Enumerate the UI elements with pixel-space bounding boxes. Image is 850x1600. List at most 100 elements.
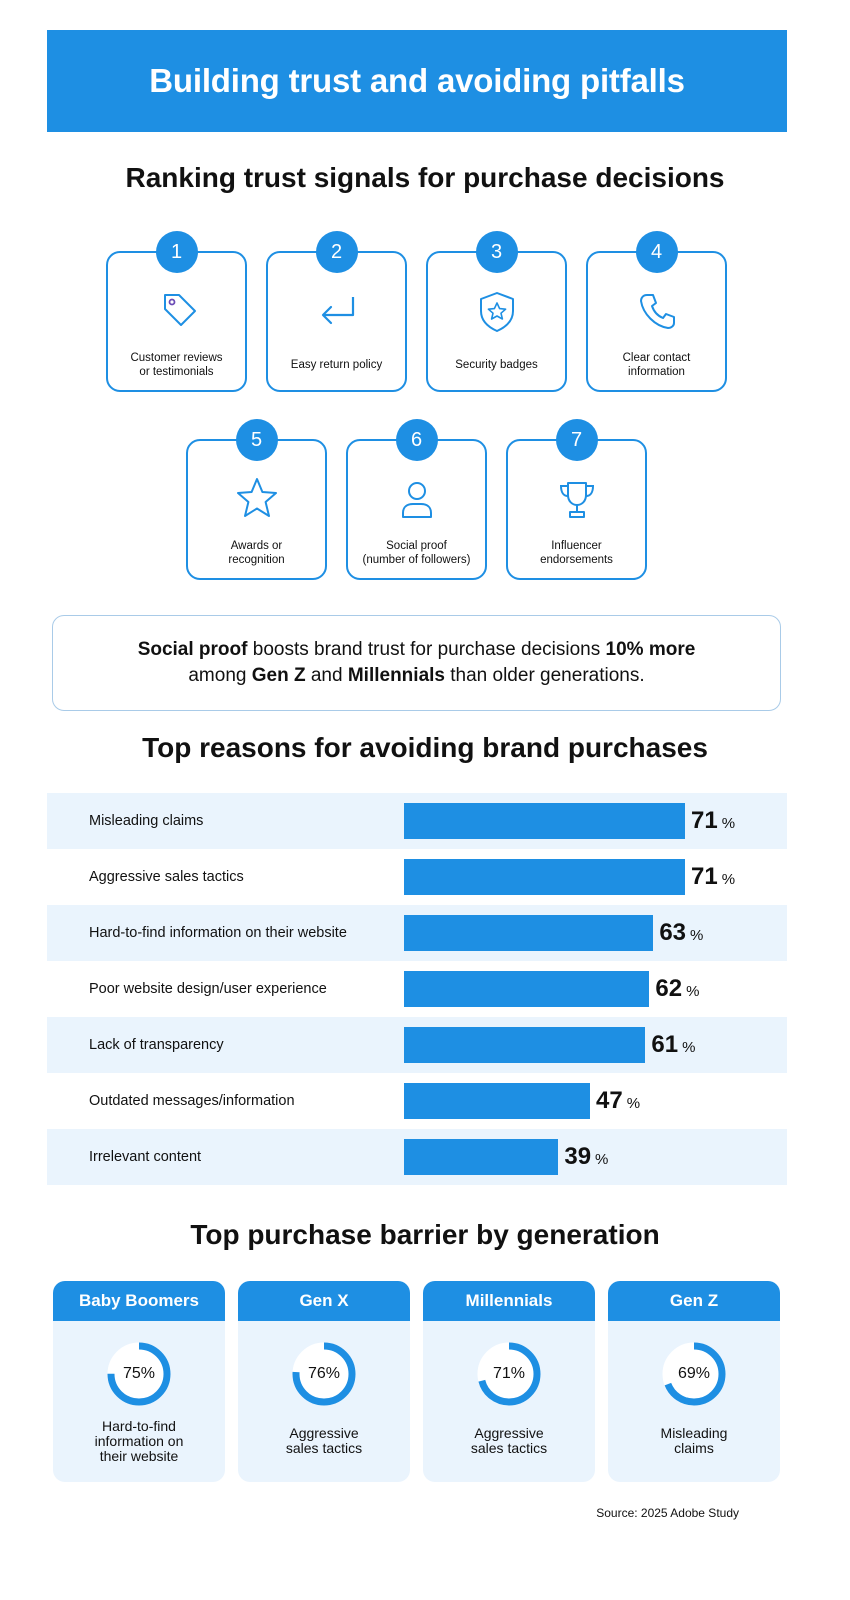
barrier-label: Aggressive sales tactics <box>470 1425 548 1456</box>
return-arrow-icon <box>313 287 361 335</box>
rank-badge: 2 <box>315 231 358 273</box>
bar-category-label: Outdated messages/information <box>89 1093 295 1109</box>
bar-row: Aggressive sales tactics 71% <box>47 849 787 905</box>
bar <box>404 859 685 895</box>
generation-name: Millennials <box>423 1281 595 1321</box>
bar <box>404 915 654 951</box>
rank-badge: 7 <box>555 419 598 461</box>
shield-star-icon <box>473 287 521 335</box>
bar-value-number: 47 <box>596 1087 623 1114</box>
avoidance-bar-chart: Misleading claims 71% Aggressive sales tac… <box>47 793 787 1186</box>
barrier-label: Misleading claims <box>660 1425 728 1456</box>
bar-row: Misleading claims 71% <box>47 793 787 849</box>
donut-arc <box>662 1342 726 1406</box>
page-title: Building trust and avoiding pitfalls <box>149 62 685 99</box>
person-icon <box>393 475 441 523</box>
bar-value-unit: % <box>595 1151 609 1168</box>
bar-value-number: 62 <box>655 975 683 1002</box>
tag-icon <box>153 287 201 335</box>
bar-category-label: Aggressive sales tactics <box>89 869 244 885</box>
bar-value-unit: % <box>626 1095 641 1112</box>
donut-ring: 71% <box>474 1339 544 1409</box>
trust-signal-label: Clear contact information <box>622 352 691 378</box>
bar <box>404 1027 646 1063</box>
callout-line-1: Social proof boosts brand trust for purc… <box>137 639 696 660</box>
trust-signal-label: Influencer endorsements <box>540 540 613 566</box>
donut-ring: 76% <box>289 1339 359 1409</box>
bar-value-unit: % <box>686 983 700 1000</box>
generation-card: Baby Boomers 75% Hard-to-find information … <box>53 1281 225 1482</box>
bar-value-label: 62% <box>655 961 699 1017</box>
trust-signal-card: 2 Easy return policy <box>266 231 407 392</box>
trust-signal-card: 5 Awards or recognition <box>186 419 327 580</box>
bar-value-unit: % <box>682 1039 696 1056</box>
source-note: Source: 2025 Adobe Study <box>596 1506 739 1520</box>
trust-signal-label: Awards or recognition <box>228 540 285 566</box>
bar-value-label: 39% <box>564 1129 608 1185</box>
bar-value-unit: % <box>690 927 704 944</box>
generation-card: Millennials 71% Aggressive sales tactics <box>423 1281 595 1482</box>
bar <box>404 971 650 1007</box>
donut-percent: 71% <box>492 1365 526 1382</box>
bar-value-number: 71 <box>691 863 718 890</box>
bar <box>404 1083 590 1119</box>
trust-signal-card: 6 Social proof (number of followers) <box>346 419 487 580</box>
bar-row: Lack of transparency 61% <box>47 1017 787 1073</box>
bar <box>404 1139 559 1175</box>
generation-name: Gen X <box>238 1281 410 1321</box>
bar-row: Poor website design/user experience 62% <box>47 961 787 1017</box>
bar-category-label: Misleading claims <box>89 813 204 829</box>
trust-signal-card: 7 Influencer endorsements <box>506 419 647 580</box>
bar-value-number: 63 <box>659 919 687 946</box>
trust-signal-label: Customer reviews or testimonials <box>130 352 223 378</box>
trust-signal-card: 1 Customer reviews or testimonials <box>106 231 247 392</box>
generation-title: Top purchase barrier by generation <box>190 1219 660 1250</box>
donut-percent: 75% <box>122 1365 156 1382</box>
bar-category-label: Lack of transparency <box>89 1037 224 1053</box>
generation-card: Gen X 76% Aggressive sales tactics <box>238 1281 410 1482</box>
generation-name: Baby Boomers <box>53 1281 225 1321</box>
bar-value-number: 61 <box>651 1031 679 1058</box>
trophy-icon <box>553 475 601 523</box>
trust-signal-label: Easy return policy <box>290 359 383 371</box>
bar-value-unit: % <box>721 815 736 832</box>
trust-signals-title: Ranking trust signals for purchase decis… <box>125 162 725 193</box>
bar-value-label: 71% <box>691 793 735 849</box>
bar-row: Outdated messages/information 47% <box>47 1073 787 1129</box>
generation-card: Gen Z 69% Misleading claims <box>608 1281 780 1482</box>
donut-arc <box>292 1342 356 1406</box>
bar-value-label: 61% <box>651 1017 695 1073</box>
star-icon <box>233 475 281 523</box>
bar-value-unit: % <box>721 871 736 888</box>
rank-badge: 6 <box>395 419 438 461</box>
bar-value-number: 39 <box>564 1143 592 1170</box>
rank-badge: 4 <box>635 231 678 273</box>
donut-percent: 69% <box>677 1365 711 1382</box>
header-banner: Building trust and avoiding pitfalls <box>47 30 787 132</box>
donut-ring: 75% <box>104 1339 174 1409</box>
bar-category-label: Poor website design/user experience <box>89 981 327 997</box>
trust-signal-card: 4 Clear contact information <box>586 231 727 392</box>
rank-badge: 3 <box>475 231 518 273</box>
donut-ring: 69% <box>659 1339 729 1409</box>
bar-value-number: 71 <box>691 807 718 834</box>
callout-line-2: among Gen Z and Millennials than older g… <box>188 665 645 686</box>
phone-icon <box>633 287 681 335</box>
rank-badge: 5 <box>235 419 278 461</box>
donut-percent: 76% <box>307 1365 341 1382</box>
trust-signals-grid: 1 Customer reviews or testimonials 2 Easy r… <box>0 0 850 600</box>
avoidance-chart-title: Top reasons for avoiding brand purchases <box>142 732 708 763</box>
bar-row: Irrelevant content 39% <box>47 1129 787 1185</box>
rank-badge: 1 <box>155 231 198 273</box>
trust-signal-label: Social proof (number of followers) <box>362 540 471 566</box>
generation-name: Gen Z <box>608 1281 780 1321</box>
bar-category-label: Hard-to-find information on their websit… <box>89 925 347 941</box>
bar-row: Hard-to-find information on their websit… <box>47 905 787 961</box>
bar-value-label: 47% <box>596 1073 640 1129</box>
trust-signal-label: Security badges <box>455 359 538 371</box>
barrier-label: Aggressive sales tactics <box>285 1425 363 1456</box>
bar-value-label: 63% <box>659 905 703 961</box>
social-proof-callout: Social proof boosts brand trust for purc… <box>52 615 781 711</box>
donut-arc <box>107 1342 171 1406</box>
bar-category-label: Irrelevant content <box>89 1149 202 1165</box>
